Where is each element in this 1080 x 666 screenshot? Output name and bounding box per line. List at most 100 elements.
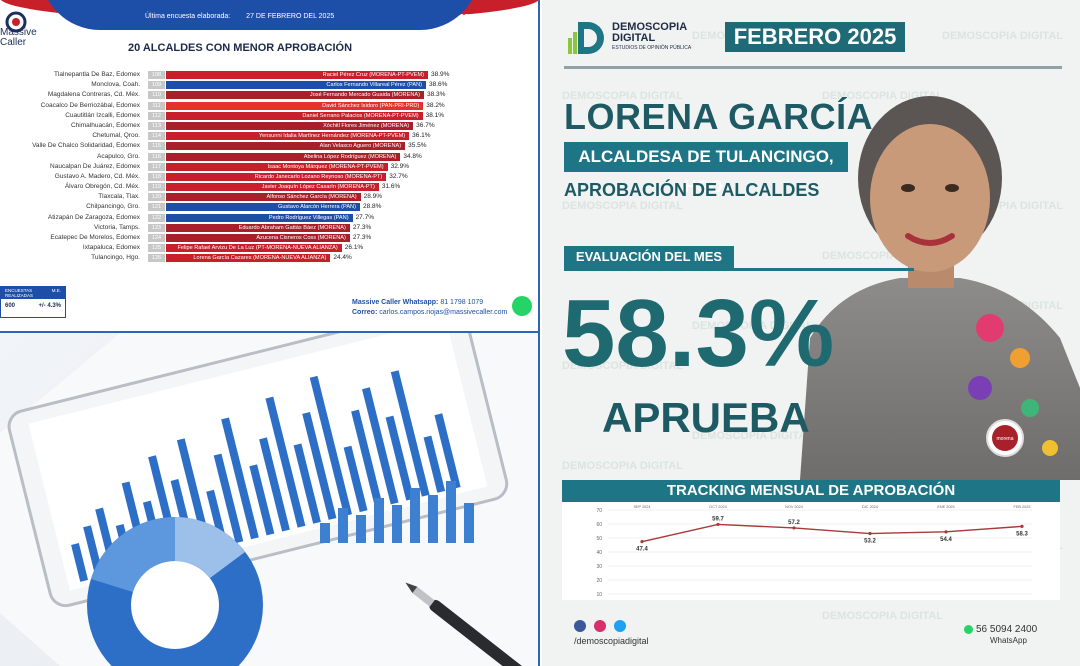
approval-value-label: 24.4%	[333, 254, 352, 262]
municipality-label: Valle De Chalco Solidaridad, Edomex	[32, 142, 140, 150]
decorative-bar	[423, 435, 446, 493]
contact-info: Massive Caller Whatsapp: 81 1798 1079 Co…	[352, 298, 507, 318]
watermark-text: DEMOSCOPIA DIGITAL	[692, 320, 813, 332]
municipality-label: Chetumal, Qroo.	[92, 132, 140, 140]
decorative-bar	[265, 396, 306, 528]
social-handle[interactable]: /demoscopiadigital	[574, 636, 649, 646]
ranking-row: Ecatepec De Morelos, Edomex 124 Azucena Ci…	[0, 233, 538, 243]
rank-label: 109	[148, 81, 165, 90]
approval-bar: David Sánchez Isidoro (PAN-PRI-PRD)	[166, 101, 424, 110]
municipality-label: Cuautitlán Izcalli, Edomex	[65, 111, 140, 119]
decorative-bar	[390, 370, 430, 497]
approval-value-label: 31.6%	[381, 183, 401, 191]
municipality-label: Coacalco De Berriozábal, Edomex	[40, 101, 140, 109]
tracking-title: TRACKING MENSUAL DE APROBACIÓN	[562, 480, 1060, 502]
approval-caption: APRUEBA	[602, 394, 810, 441]
ranking-row: Tlalnepantla De Baz, Edomex 108 Raciel Pér…	[0, 70, 538, 80]
approval-bar: Felipe Rafael Arvizu De La Luz (PT-MOREN…	[166, 244, 342, 253]
approval-bar: Javier Joaquín López Casarín (MORENA-PT)	[166, 183, 379, 192]
rank-label: 115	[148, 142, 165, 151]
evaluation-label: EVALUACIÓN DEL MES	[564, 246, 734, 268]
whatsapp-icon	[512, 296, 532, 316]
brand-name: DEMOSCOPIA DIGITAL	[612, 21, 688, 44]
mayor-label: Pedro Rodríguez Villegas (PAN)	[268, 214, 349, 221]
demoscopia-logo-icon	[568, 22, 604, 54]
approval-bar: José Fernando Mercado Guaida (MORENA)	[166, 91, 424, 100]
approval-bar: Abelina López Rodríguez (MORENA)	[166, 152, 401, 161]
x-tick-label: DIC 2024	[862, 505, 878, 509]
watermark-text: DEMOSCOPIA DIGITAL	[942, 30, 1063, 42]
mayor-label: Alan Velasco Aguero (MORENA)	[319, 143, 402, 150]
approval-bar: Alfonso Sánchez García (MORENA)	[166, 193, 361, 202]
mayor-label: Alfonso Sánchez García (MORENA)	[266, 194, 357, 201]
municipality-label: Monclova, Coah.	[91, 81, 140, 89]
ranking-row: Cuautitlán Izcalli, Edomex 112 Daniel Serr…	[0, 111, 538, 121]
municipality-label: Magdalena Contreras, Cd. Méx.	[47, 91, 140, 99]
ranking-row: Chetumal, Qroo. 114 Yensunni Idalia Martín…	[0, 131, 538, 141]
decorative-bar	[302, 411, 337, 520]
y-tick-label: 70	[596, 508, 602, 514]
tracking-line-chart: 70 60 50 40 30 20 10 SEP 2024 OCT 2024 NOV 2024 DI…	[562, 502, 1060, 600]
mayor-label: José Fernando Mercado Guaida (MORENA)	[309, 92, 420, 99]
stock-photo-tablet-charts	[0, 333, 540, 666]
watermark-text: DEMOSCOPIA DIGITAL	[562, 90, 683, 102]
rank-label: 123	[148, 223, 165, 232]
stock-photo-illustration	[0, 333, 538, 666]
approval-value-label: 36.1%	[412, 132, 431, 140]
x-tick-label: FEB 2025	[1014, 505, 1031, 509]
approval-value-label: 34.8%	[403, 152, 422, 160]
approval-bar: Carlos Fernando Villareal Pérez (PAN)	[166, 81, 426, 90]
ranking-row: Coacalco De Berriozábal, Edomex 111 David …	[0, 101, 538, 111]
twitter-icon[interactable]	[614, 620, 626, 632]
approval-value-label: 38.1%	[425, 111, 445, 119]
surveys-label: ENCUESTAS REALIZADAS	[5, 288, 34, 298]
decorative-bar	[351, 409, 384, 509]
rank-label: 113	[148, 121, 165, 130]
rank-label: 114	[148, 132, 165, 141]
approval-value-label: 26.1%	[344, 244, 364, 252]
decorative-bar	[249, 464, 275, 536]
municipality-label: Álvaro Obregón, Cd. Méx.	[64, 183, 140, 191]
rank-label: 126	[148, 254, 165, 263]
y-tick-label: 60	[596, 522, 602, 528]
decorative-bar	[343, 445, 368, 513]
approval-bar: Xóchitl Flores Jiménez (MORENA)	[166, 121, 414, 130]
survey-date-value: 27 DE FEBRERO DEL 2025	[246, 13, 335, 20]
decorative-bar	[385, 415, 415, 501]
approval-value-label: 38.2%	[426, 101, 445, 109]
section-label: MUNICIPAL	[460, 13, 515, 24]
email-label: Correo:	[352, 309, 378, 316]
survey-date: Última encuesta elaborada: 27 DE FEBRERO…	[145, 13, 348, 20]
approval-infographic: DEMOSCOPIA DIGITAL DEMOSCOPIA DIGITAL DEMO…	[542, 0, 1080, 666]
data-value-label: 47.4	[636, 547, 648, 553]
approval-bar: Ricardo Janecarlo Lozano Reynoso (MORENA…	[166, 172, 387, 181]
massive-caller-logo-text: Massive Caller	[0, 27, 37, 48]
party-badge-text: morena	[997, 436, 1014, 442]
mayor-role: ALCALDESA DE TULANCINGO, HGO.	[564, 142, 848, 196]
ranking-row: Acapulco, Gro. 116 Abelina López Rodríguez…	[0, 152, 538, 162]
contact-phone[interactable]: 56 5094 2400	[964, 624, 1037, 635]
decorative-bar	[213, 453, 244, 544]
data-point	[1020, 524, 1024, 528]
approval-value-label: 35.5%	[408, 142, 427, 150]
data-point	[944, 530, 948, 534]
approval-value-label: 28.9%	[363, 193, 383, 201]
mayor-label: Lorena García Cazares (MORENA-NUEVA ALIA…	[193, 255, 327, 262]
data-point	[716, 522, 720, 527]
mayor-label: Raciel Pérez Cruz (MORENA-PT-PVEM)	[322, 72, 424, 78]
approval-value-label: 38.9%	[431, 71, 450, 78]
approval-bar: Pedro Rodríguez Villegas (PAN)	[166, 213, 353, 222]
approval-ranking-panel: Massive Caller Última encuesta elaborada…	[0, 0, 540, 333]
email-value: carlos.campos.riojas@massivecaller.com	[379, 309, 508, 316]
instagram-icon[interactable]	[594, 620, 606, 632]
mayor-label: Ricardo Janecarlo Lozano Reynoso (MORENA…	[254, 173, 383, 180]
rank-label: 125	[148, 244, 165, 253]
social-icons	[574, 620, 626, 632]
rank-label: 111	[148, 101, 165, 110]
approval-bar: Eduardo Abraham Gattás Báez (MORENA)	[166, 223, 350, 232]
approval-bar: Raciel Pérez Cruz (MORENA-PT-PVEM)	[166, 71, 428, 79]
data-point	[640, 540, 644, 544]
approval-series-line	[641, 523, 1023, 543]
y-tick-label: 20	[596, 578, 602, 584]
facebook-icon[interactable]	[574, 620, 586, 632]
